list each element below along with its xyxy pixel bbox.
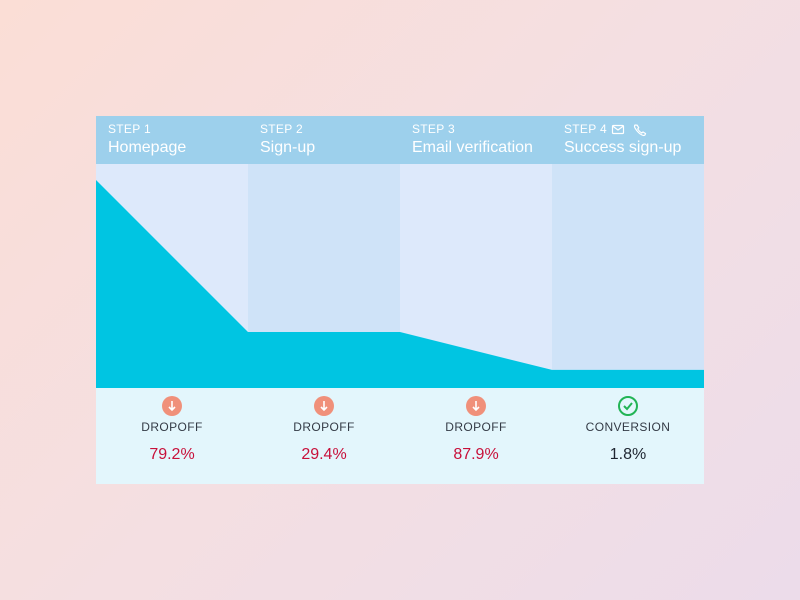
step-number: STEP 1	[108, 122, 151, 136]
dropoff-arrow	[168, 401, 176, 412]
stats-panel	[96, 388, 704, 484]
metric-label: DROPOFF	[293, 420, 354, 434]
conversion-icon	[618, 396, 638, 416]
step-name: Sign-up	[260, 139, 315, 156]
step-name: Homepage	[108, 139, 186, 156]
step-number: STEP 3	[412, 122, 455, 136]
step-number: STEP 4	[564, 122, 607, 136]
metric-value: 29.4%	[301, 446, 346, 463]
column-bg	[552, 164, 704, 388]
dropoff-arrow	[320, 401, 328, 412]
metric-value: 79.2%	[149, 446, 194, 463]
metric-value: 87.9%	[453, 446, 498, 463]
mail-icon	[611, 124, 625, 135]
metric-label: CONVERSION	[586, 420, 671, 434]
conversion-check	[623, 402, 633, 411]
card-header	[96, 116, 704, 164]
funnel-area	[96, 180, 704, 388]
dropoff-arrow	[472, 401, 480, 412]
metric-value: 1.8%	[610, 446, 646, 463]
funnel-layer	[96, 180, 704, 388]
step-number: STEP 2	[260, 122, 303, 136]
metric-label: DROPOFF	[445, 420, 506, 434]
metric-label: DROPOFF	[141, 420, 202, 434]
step-name: Email verification	[412, 139, 533, 156]
phone-icon	[633, 124, 647, 137]
step-name: Success sign-up	[564, 139, 681, 156]
